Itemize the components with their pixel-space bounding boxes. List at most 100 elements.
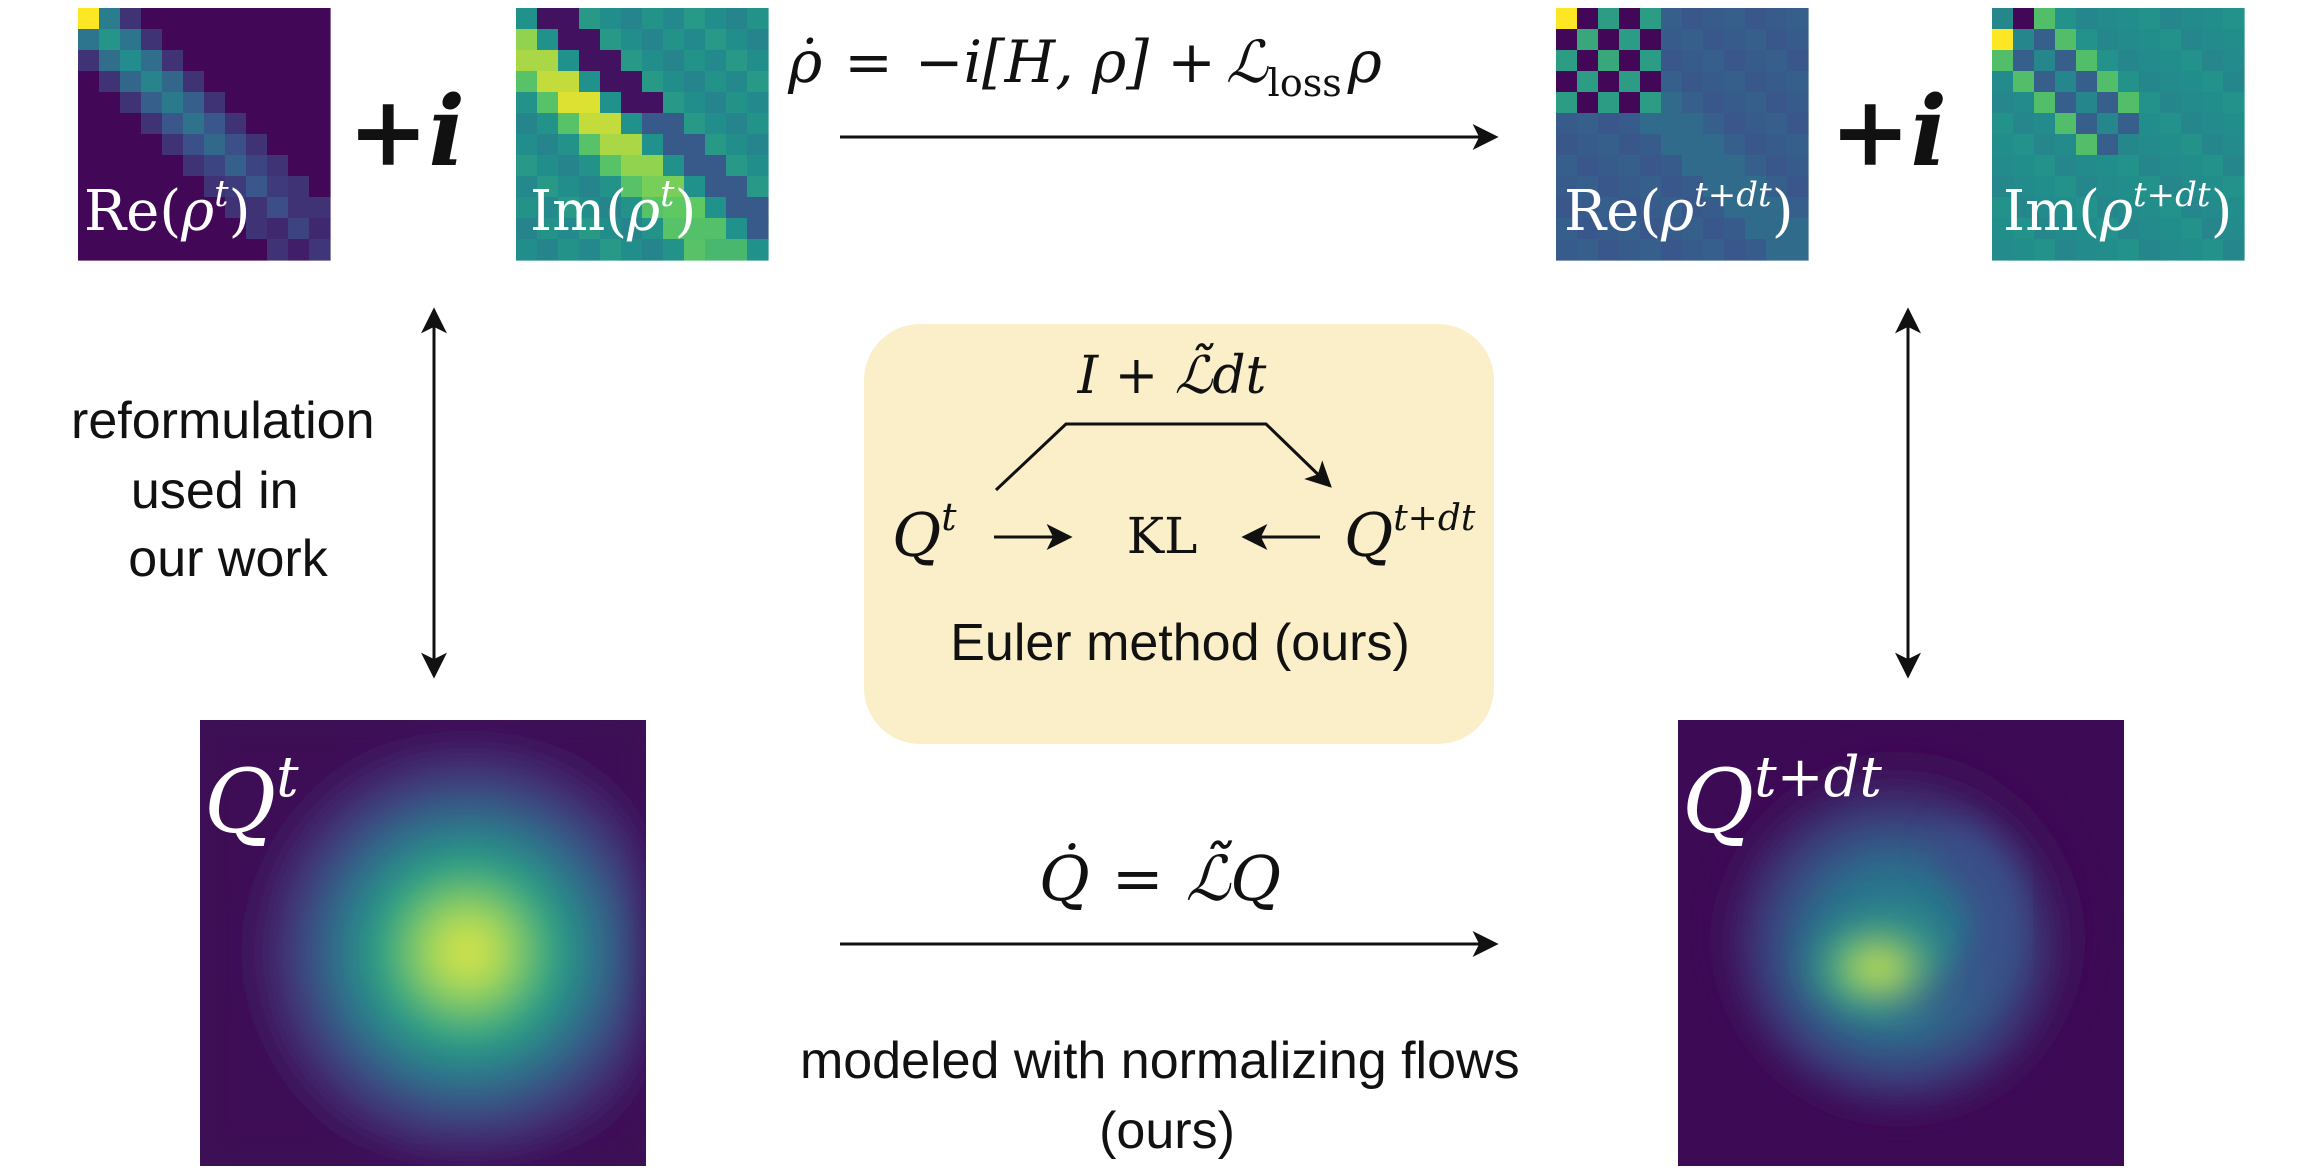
heatmap-cell (1640, 155, 1662, 177)
heatmap-cell (642, 29, 664, 51)
heatmap-cell (1619, 134, 1641, 156)
heatmap-cell (1619, 176, 1641, 198)
heatmap-cell (2223, 155, 2245, 177)
heatmap-cell (1619, 29, 1641, 51)
heatmap-cell (1556, 50, 1578, 72)
heatmap-cell (747, 29, 769, 51)
heatmap-cell (204, 176, 226, 198)
heatmap-cell (267, 8, 289, 30)
heatmap-cell (2013, 50, 2035, 72)
heatmap-cell (246, 50, 268, 72)
heatmap-cell (246, 176, 268, 198)
heatmap-cell (726, 113, 748, 135)
heatmap-cell (1745, 92, 1767, 114)
heatmap-cell (2055, 8, 2077, 30)
heatmap-cell (141, 155, 163, 177)
heatmap-cell (1703, 71, 1725, 93)
heatmap-cell (1682, 92, 1704, 114)
heatmap-cell (99, 218, 121, 240)
heatmap-cell (579, 29, 601, 51)
euler-q-t: Qt (892, 495, 957, 571)
heatmap-cell (2097, 197, 2119, 219)
heatmap-cell (99, 155, 121, 177)
heatmap-cell (267, 50, 289, 72)
heatmap-cell (267, 218, 289, 240)
heatmap-cell (1703, 92, 1725, 114)
heatmap-cell (1992, 113, 2014, 135)
matrix-im-rho-t (516, 8, 769, 261)
heatmap-cell (1556, 239, 1578, 261)
heatmap-cell (684, 71, 706, 93)
heatmap-cell (204, 50, 226, 72)
heatmap-cell (705, 218, 727, 240)
heatmap-cell (705, 155, 727, 177)
heatmap-cell (204, 29, 226, 51)
heatmap-cell (747, 50, 769, 72)
heatmap-cell (642, 92, 664, 114)
heatmap-cell (2055, 29, 2077, 51)
heatmap-cell (579, 113, 601, 135)
heatmap-cell (2202, 134, 2224, 156)
heatmap-cell (309, 134, 331, 156)
heatmap-cell (78, 8, 100, 30)
heatmap-cell (2139, 218, 2161, 240)
heatmap-cell (2223, 239, 2245, 261)
heatmap-cell (2034, 50, 2056, 72)
heatmap-cell (642, 8, 664, 30)
heatmap-cell (558, 92, 580, 114)
heatmap-cell (2097, 218, 2119, 240)
heatmap-cell (1992, 71, 2014, 93)
heatmap-cell (162, 8, 184, 30)
heatmap-cell (162, 197, 184, 219)
heatmap-cell (2223, 29, 2245, 51)
heatmap-cell (162, 92, 184, 114)
heatmap-cell (1577, 92, 1599, 114)
heatmap-cell (1556, 29, 1578, 51)
heatmap-cell (309, 113, 331, 135)
heatmap-cell (267, 239, 289, 261)
heatmap-cell (204, 155, 226, 177)
heatmap-cell (684, 113, 706, 135)
heatmap-cell (1577, 50, 1599, 72)
heatmap-cell (1766, 92, 1788, 114)
heatmap-cell (537, 71, 559, 93)
heatmap-cell (2139, 197, 2161, 219)
heatmap-cell (663, 29, 685, 51)
heatmap-cell (558, 155, 580, 177)
heatmap-cell (1640, 113, 1662, 135)
heatmap-cell (2202, 50, 2224, 72)
heatmap-cell (1619, 50, 1641, 72)
heatmap-cell (1992, 50, 2014, 72)
euler-step-arrow (994, 422, 1332, 492)
heatmap-cell (2013, 71, 2035, 93)
heatmap-cell (99, 50, 121, 72)
heatmap-cell (1766, 197, 1788, 219)
heatmap-cell (2034, 197, 2056, 219)
heatmap-cell (1703, 8, 1725, 30)
heatmap-cell (2223, 50, 2245, 72)
heatmap-cell (2118, 218, 2140, 240)
heatmap-cell (225, 92, 247, 114)
heatmap-cell (2202, 92, 2224, 114)
heatmap-cell (204, 8, 226, 30)
heatmap-cell (225, 71, 247, 93)
heatmap-cell (516, 155, 538, 177)
distribution-q-tdt (1678, 720, 2124, 1166)
heatmap-cell (2076, 239, 2098, 261)
heatmap-cell (309, 197, 331, 219)
heatmap-cell (183, 71, 205, 93)
heatmap-cell (2055, 239, 2077, 261)
heatmap-cell (726, 176, 748, 198)
heatmap-cell (2013, 218, 2035, 240)
heatmap-cell (1724, 92, 1746, 114)
heatmap-cell (1703, 29, 1725, 51)
heatmap-cell (2097, 155, 2119, 177)
heatmap-cell (726, 239, 748, 261)
heatmap-cell (1745, 71, 1767, 93)
heatmap-cell (1661, 50, 1683, 72)
heatmap-cell (1703, 239, 1725, 261)
heatmap-cell (1724, 155, 1746, 177)
heatmap-cell (2097, 239, 2119, 261)
heatmap-cell (1745, 8, 1767, 30)
heatmap-cell (1598, 155, 1620, 177)
